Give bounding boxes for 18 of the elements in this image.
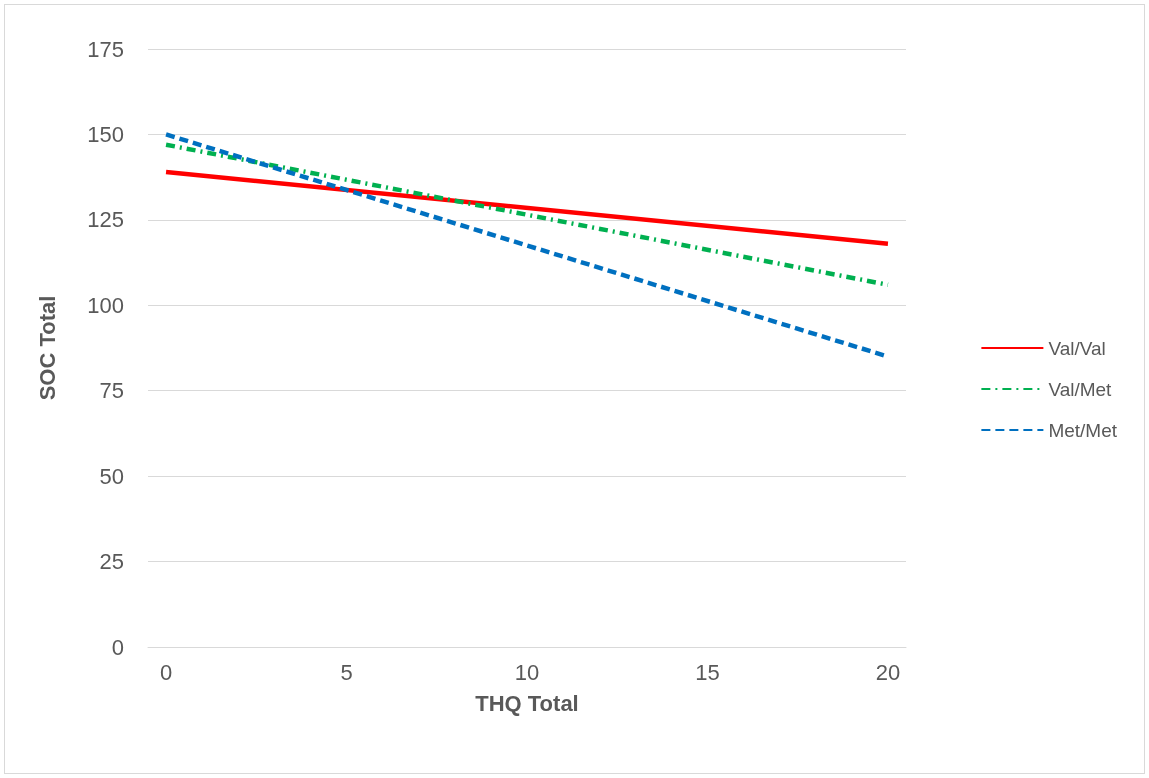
y-tick-label: 50 [99,463,124,489]
legend-label: Val/Val [1048,337,1106,359]
y-tick-label: 125 [87,207,124,233]
y-tick-label: 100 [87,292,124,318]
y-tick-label: 0 [111,634,124,660]
x-axis-title: THQ Total [475,690,579,716]
legend-label: Met/Met [1048,419,1118,441]
y-axis-title: SOC Total [34,295,60,401]
x-tick-label: 0 [159,659,173,685]
y-tick-label: 75 [99,378,124,404]
y-tick-label: 175 [87,36,124,62]
x-tick-label: 20 [875,659,901,685]
legend-label: Val/Met [1048,378,1113,400]
y-tick-label: 150 [87,121,124,147]
y-tick-label: 25 [99,549,124,575]
x-tick-label: 15 [695,659,720,685]
x-tick-label: 10 [514,659,540,685]
x-tick-label: 5 [340,659,353,685]
